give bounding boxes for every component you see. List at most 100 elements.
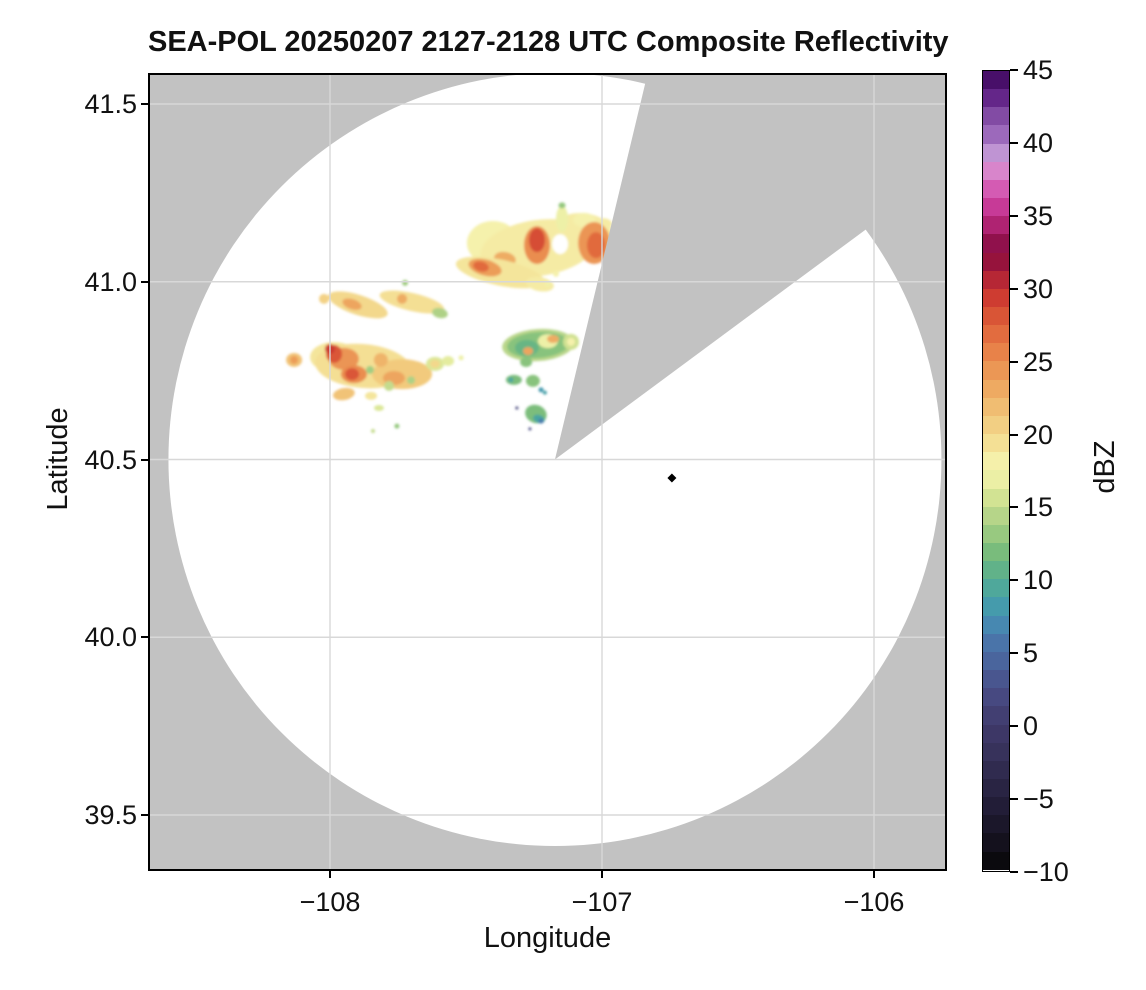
y-tick-mark bbox=[141, 636, 149, 639]
colorbar-tick-label: 25 bbox=[1023, 346, 1054, 377]
echo-blob bbox=[402, 279, 409, 286]
colorbar-tick-label: 5 bbox=[1023, 638, 1039, 669]
colorbar-tick-mark bbox=[1010, 579, 1018, 582]
colorbar-band bbox=[983, 125, 1009, 145]
y-axis-label: Latitude bbox=[42, 407, 74, 511]
colorbar-band bbox=[983, 742, 1009, 762]
colorbar-band bbox=[983, 615, 1009, 635]
colorbar-band bbox=[983, 216, 1009, 235]
echo-blob bbox=[365, 365, 374, 374]
colorbar-tick-label: −5 bbox=[1023, 784, 1054, 815]
colorbar-band bbox=[983, 343, 1009, 363]
echo-blob bbox=[523, 347, 534, 356]
colorbar-band bbox=[983, 524, 1009, 544]
y-tick-label: 41.0 bbox=[84, 266, 137, 297]
colorbar-band bbox=[983, 198, 1009, 217]
colorbar-tick-label: 20 bbox=[1023, 419, 1054, 450]
colorbar-band bbox=[983, 561, 1009, 580]
colorbar-band bbox=[983, 506, 1009, 526]
echo-blob bbox=[365, 391, 378, 400]
colorbar-tick-label: 35 bbox=[1023, 200, 1054, 231]
colorbar-tick-mark bbox=[1010, 725, 1018, 728]
colorbar-tick-label: 15 bbox=[1023, 492, 1054, 523]
colorbar bbox=[982, 70, 1010, 872]
echo-blob bbox=[397, 293, 408, 304]
echo-blob bbox=[319, 293, 330, 304]
echo-blob bbox=[552, 234, 569, 255]
echo-blob bbox=[290, 355, 299, 364]
echo-blob bbox=[432, 307, 448, 319]
colorbar-band bbox=[983, 270, 1009, 290]
echo-blob bbox=[373, 404, 384, 411]
echo-blob bbox=[429, 359, 440, 368]
y-tick-mark bbox=[141, 814, 149, 816]
colorbar-gradient bbox=[983, 71, 1009, 871]
echo-blob bbox=[370, 429, 375, 434]
echo-blob bbox=[373, 352, 388, 367]
echo-blob bbox=[458, 355, 464, 361]
echo-blob bbox=[528, 427, 532, 431]
echo-blob bbox=[525, 374, 540, 387]
echo-blob bbox=[520, 357, 533, 368]
echo-blob bbox=[505, 374, 522, 385]
page-title: SEA-POL 20250207 2127-2128 UTC Composite… bbox=[148, 26, 949, 58]
y-tick-label: 39.5 bbox=[84, 800, 137, 830]
echo-blob bbox=[342, 298, 362, 310]
colorbar-band bbox=[983, 488, 1009, 508]
plot-frame bbox=[148, 73, 947, 871]
colorbar-tick-mark bbox=[1010, 871, 1018, 873]
colorbar-tick-mark bbox=[1010, 798, 1018, 801]
colorbar-band bbox=[983, 397, 1009, 417]
echo-blob bbox=[442, 356, 455, 367]
colorbar-band bbox=[983, 179, 1009, 199]
colorbar-band bbox=[983, 597, 1009, 617]
colorbar-tick-label: 30 bbox=[1023, 273, 1054, 304]
echo-blob bbox=[407, 376, 416, 385]
colorbar-band bbox=[983, 252, 1009, 272]
echo-blob bbox=[566, 337, 575, 346]
echo-blob bbox=[508, 377, 514, 383]
echo-blob bbox=[547, 334, 560, 343]
echo-blob bbox=[558, 202, 566, 209]
colorbar-band bbox=[983, 452, 1009, 471]
colorbar-band bbox=[983, 234, 1009, 254]
colorbar-tick-mark bbox=[1010, 287, 1018, 290]
x-tick-mark bbox=[873, 870, 875, 878]
colorbar-tick-label: 40 bbox=[1023, 127, 1054, 158]
colorbar-band bbox=[983, 434, 1009, 453]
colorbar-band bbox=[983, 633, 1009, 653]
echo-blob bbox=[528, 228, 545, 253]
colorbar-band bbox=[983, 688, 1009, 707]
echo-blob bbox=[553, 270, 560, 277]
colorbar-tick-label: 0 bbox=[1023, 711, 1039, 742]
echo-blob bbox=[556, 205, 569, 232]
missing-data-wedge bbox=[554, 73, 947, 460]
colorbar-band bbox=[983, 325, 1009, 344]
colorbar-band bbox=[983, 706, 1009, 726]
colorbar-band bbox=[983, 670, 1009, 689]
echo-blob bbox=[384, 380, 395, 391]
y-tick-label: 40.0 bbox=[84, 622, 137, 653]
colorbar-band bbox=[983, 415, 1009, 435]
echo-blob bbox=[394, 423, 400, 429]
colorbar-label: dBZ bbox=[1089, 440, 1121, 494]
echo-blob bbox=[379, 290, 445, 314]
echo-blob bbox=[538, 387, 544, 393]
colorbar-tick-label: −10 bbox=[1023, 857, 1069, 887]
colorbar-band bbox=[983, 143, 1009, 163]
echo-blob bbox=[473, 261, 489, 272]
colorbar-band bbox=[983, 107, 1009, 127]
colorbar-tick-mark bbox=[1010, 360, 1018, 363]
echo-blob bbox=[587, 232, 606, 259]
colorbar-tick-mark bbox=[1010, 214, 1018, 217]
colorbar-band bbox=[983, 161, 1009, 181]
colorbar-band bbox=[983, 779, 1009, 798]
x-tick-mark bbox=[329, 870, 331, 878]
colorbar-band bbox=[983, 307, 1009, 326]
colorbar-band bbox=[983, 288, 1009, 308]
echo-blob bbox=[545, 281, 551, 287]
colorbar-tick-mark bbox=[1010, 141, 1018, 144]
x-tick-label: −107 bbox=[571, 887, 633, 917]
x-tick-label: −108 bbox=[299, 887, 361, 917]
colorbar-band bbox=[983, 543, 1009, 562]
